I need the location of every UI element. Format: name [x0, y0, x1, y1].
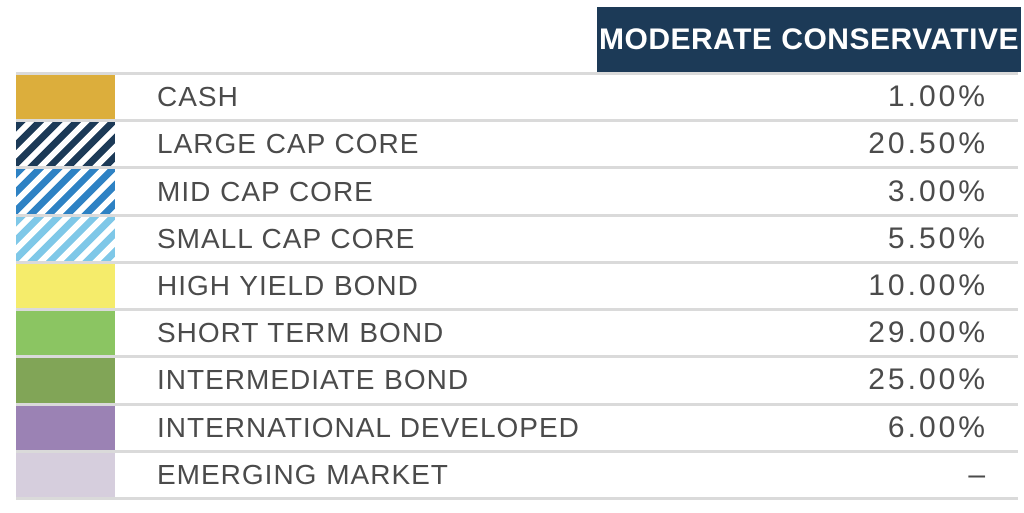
table-row: MID CAP CORE 3.00% — [16, 166, 1018, 214]
asset-label: SHORT TERM BOND — [157, 317, 445, 349]
asset-label: HIGH YIELD BOND — [157, 269, 419, 301]
cash-swatch — [16, 75, 115, 120]
allocation-table: CASH 1.00% LARGE CAP CORE 20.50% MID CAP… — [16, 72, 1018, 500]
asset-value: 6.00% — [887, 410, 988, 444]
high-yield-bond-swatch — [16, 263, 115, 309]
table-row: INTERMEDIATE BOND 25.00% — [16, 355, 1018, 403]
asset-label: MID CAP CORE — [157, 175, 374, 207]
table-row: CASH 1.00% — [16, 72, 1018, 120]
table-row: LARGE CAP CORE 20.50% — [16, 119, 1018, 167]
table-row: INTERNATIONAL DEVELOPED 6.00% — [16, 402, 1018, 450]
asset-value: 20.50% — [868, 127, 988, 161]
asset-label: LARGE CAP CORE — [157, 128, 420, 160]
asset-label: CASH — [157, 81, 239, 113]
asset-label: SMALL CAP CORE — [157, 222, 416, 254]
portfolio-header: MODERATE CONSERVATIVE — [597, 7, 1021, 72]
asset-label: INTERNATIONAL DEVELOPED — [157, 411, 580, 443]
asset-value: 5.50% — [887, 221, 988, 255]
emerging-market-swatch — [16, 452, 115, 497]
mid-cap-core-swatch — [16, 169, 115, 214]
asset-value: 10.00% — [868, 268, 988, 302]
large-cap-core-swatch — [16, 122, 115, 167]
asset-label: INTERMEDIATE BOND — [157, 364, 470, 396]
asset-value: 25.00% — [868, 363, 988, 397]
table-row: HIGH YIELD BOND 10.00% — [16, 260, 1018, 309]
asset-value: 3.00% — [887, 174, 988, 208]
portfolio-title: MODERATE CONSERVATIVE — [599, 22, 1019, 56]
table-row: SHORT TERM BOND 29.00% — [16, 308, 1018, 356]
asset-value: 1.00% — [887, 80, 988, 114]
short-term-bond-swatch — [16, 311, 115, 356]
small-cap-core-swatch — [16, 216, 115, 261]
asset-label: EMERGING MARKET — [157, 458, 449, 490]
international-developed-swatch — [16, 405, 115, 450]
asset-value: 29.00% — [868, 316, 988, 350]
table-row: SMALL CAP CORE 5.50% — [16, 213, 1018, 261]
intermediate-bond-swatch — [16, 358, 115, 403]
table-row: EMERGING MARKET – — [16, 449, 1018, 497]
asset-value: – — [968, 457, 988, 491]
